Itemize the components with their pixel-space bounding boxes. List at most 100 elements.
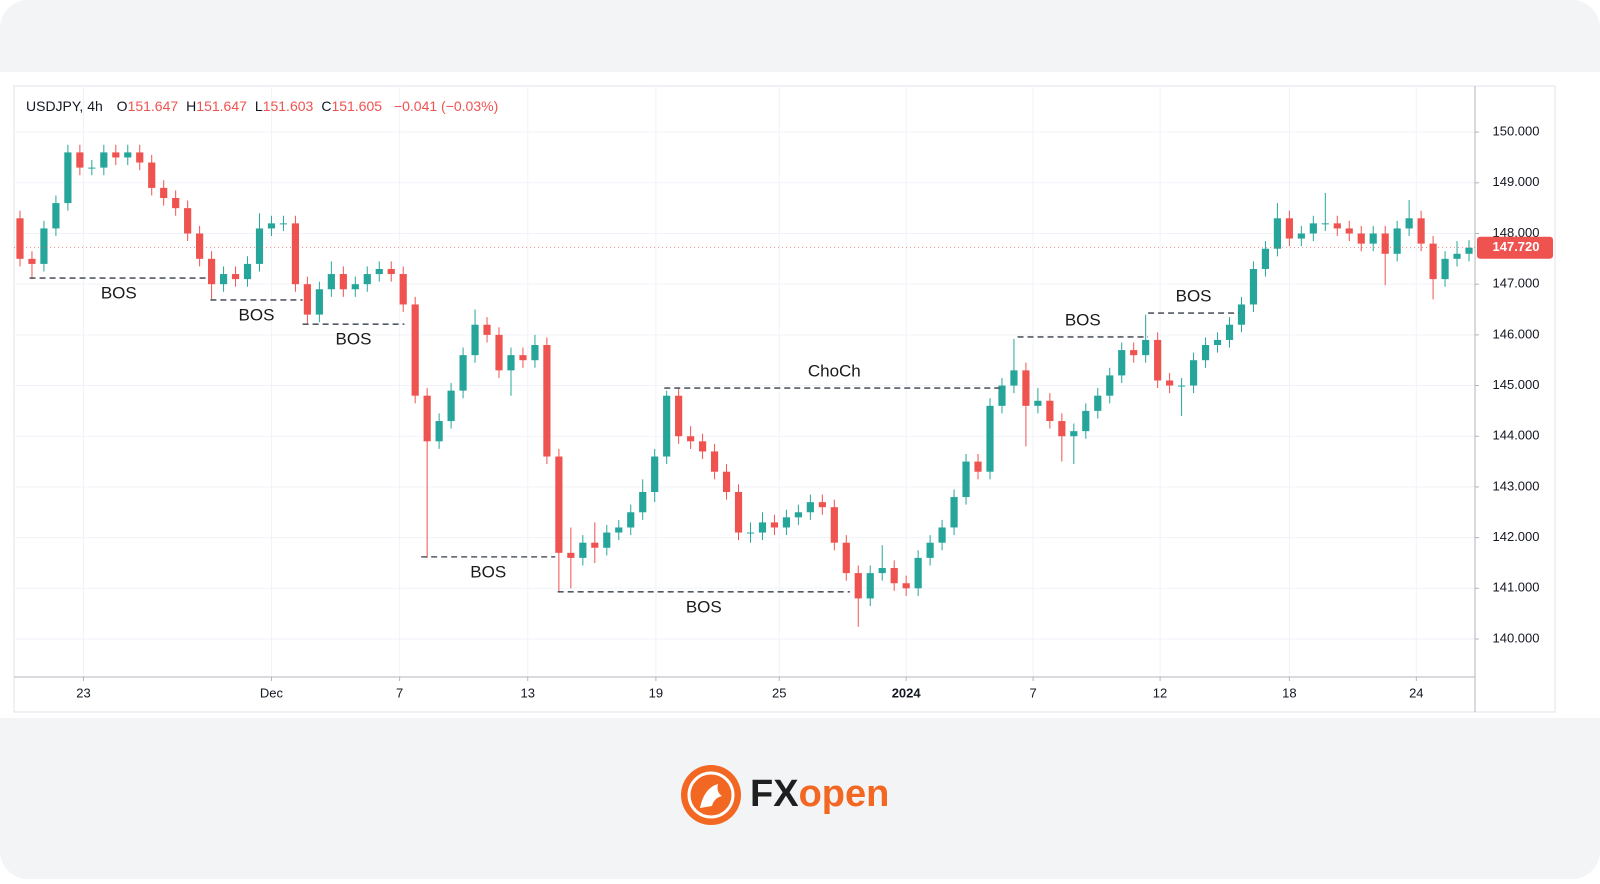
candle-body bbox=[279, 223, 288, 225]
candle-body bbox=[627, 512, 635, 528]
candle-body bbox=[555, 456, 563, 553]
candle-body bbox=[1022, 370, 1030, 406]
annotation-label: BOS bbox=[336, 330, 372, 349]
candle-body bbox=[854, 573, 862, 599]
candle-body bbox=[495, 334, 503, 371]
candle-body bbox=[1166, 380, 1174, 386]
candle-body bbox=[64, 152, 72, 204]
candle-body bbox=[1142, 339, 1150, 356]
candle-body bbox=[327, 274, 335, 290]
candle-body bbox=[1118, 350, 1126, 376]
y-tick-label: 149.000 bbox=[1493, 174, 1540, 189]
candle-body bbox=[1082, 410, 1090, 432]
candle-body bbox=[1357, 233, 1365, 244]
candle-body bbox=[351, 284, 359, 290]
candle-body bbox=[687, 436, 695, 442]
candle-body bbox=[1381, 233, 1389, 254]
ohlc-key: C bbox=[321, 98, 331, 114]
candle-body bbox=[1237, 304, 1246, 325]
candle-body bbox=[447, 390, 455, 422]
candle-body bbox=[1369, 233, 1377, 244]
candle-body bbox=[1345, 228, 1353, 234]
candle-body bbox=[16, 218, 24, 259]
candle-body bbox=[339, 274, 347, 290]
x-tick-label: 25 bbox=[772, 685, 786, 700]
candle-body bbox=[1465, 247, 1473, 254]
candle-body bbox=[1273, 218, 1281, 249]
candle-body bbox=[76, 152, 84, 168]
x-tick-label: 23 bbox=[76, 685, 90, 700]
legend-header: USDJPY, 4h O151.647 H151.647 L151.603 C151.… bbox=[26, 98, 498, 114]
candle-body bbox=[1261, 248, 1270, 269]
candle-body bbox=[878, 568, 886, 574]
candle-body bbox=[1070, 431, 1078, 437]
annotation-label: BOS bbox=[1176, 287, 1212, 306]
candle-body bbox=[938, 527, 946, 543]
candle-body bbox=[363, 274, 371, 285]
candle-body bbox=[1441, 258, 1449, 280]
candle-body bbox=[1058, 421, 1066, 437]
annotation-label: BOS bbox=[101, 284, 137, 303]
candle-body bbox=[112, 152, 120, 158]
candle-body bbox=[40, 228, 48, 264]
y-tick-label: 147.000 bbox=[1493, 276, 1540, 291]
y-tick-label: 146.000 bbox=[1493, 326, 1540, 341]
candle-body bbox=[519, 355, 527, 361]
candle-body bbox=[806, 502, 814, 513]
candle-body bbox=[1453, 253, 1461, 259]
candle-body bbox=[124, 152, 132, 158]
x-tick-label: 24 bbox=[1409, 685, 1423, 700]
candle-body bbox=[758, 522, 767, 533]
brand-logo: FXopen bbox=[681, 765, 889, 825]
candles bbox=[16, 144, 1473, 627]
annotation-label: BOS bbox=[239, 305, 275, 324]
x-tick-label: 7 bbox=[396, 685, 403, 700]
candle-body bbox=[950, 497, 958, 528]
axes: 140.000 141.000 142.000 143.000 144.000 145.0… bbox=[14, 124, 1553, 700]
candle-body bbox=[746, 532, 755, 534]
candle-body bbox=[291, 223, 300, 285]
candle-body bbox=[219, 274, 228, 285]
candle-body bbox=[591, 542, 599, 548]
x-tick-label: 12 bbox=[1153, 685, 1167, 700]
candle-body bbox=[160, 187, 168, 199]
candle-body bbox=[1201, 345, 1210, 361]
candle-body bbox=[663, 395, 671, 457]
candle-body bbox=[267, 223, 276, 229]
candle-body bbox=[1393, 228, 1401, 254]
candle-body bbox=[1333, 223, 1341, 229]
y-tick-label: 142.000 bbox=[1493, 529, 1540, 544]
candle-body bbox=[962, 461, 970, 498]
candle-body bbox=[603, 532, 611, 548]
candle-body bbox=[914, 557, 922, 589]
candle-body bbox=[531, 345, 539, 361]
change: −0.041 (−0.03%) bbox=[394, 98, 498, 114]
x-tick-label: Dec bbox=[260, 685, 284, 700]
annotation-label: BOS bbox=[1065, 310, 1101, 329]
candle-body bbox=[722, 471, 731, 492]
x-tick-label: 2024 bbox=[892, 685, 922, 700]
candle-body bbox=[902, 583, 910, 589]
candle-body bbox=[615, 527, 623, 533]
ohlc-value: 151.647 bbox=[196, 98, 247, 114]
y-tick-label: 143.000 bbox=[1493, 478, 1540, 493]
y-tick-label: 150.000 bbox=[1493, 124, 1540, 139]
last-price-box bbox=[1477, 236, 1553, 259]
last-price-label: 147.720 bbox=[1493, 239, 1540, 254]
y-tick-label: 145.000 bbox=[1493, 377, 1540, 392]
candle-body bbox=[1297, 233, 1305, 239]
x-tick-label: 19 bbox=[649, 685, 663, 700]
symbol: USDJPY, 4h bbox=[26, 98, 103, 114]
candle-body bbox=[100, 152, 108, 168]
candle-body bbox=[1154, 339, 1162, 381]
candle-body bbox=[866, 573, 874, 599]
candle-body bbox=[28, 258, 36, 264]
candle-body bbox=[459, 355, 467, 391]
candle-body bbox=[1046, 400, 1054, 422]
candle-body bbox=[243, 263, 252, 280]
grid bbox=[14, 86, 1475, 677]
candle-body bbox=[411, 304, 419, 396]
candle-body bbox=[1429, 243, 1437, 280]
candle-body bbox=[1417, 218, 1425, 244]
